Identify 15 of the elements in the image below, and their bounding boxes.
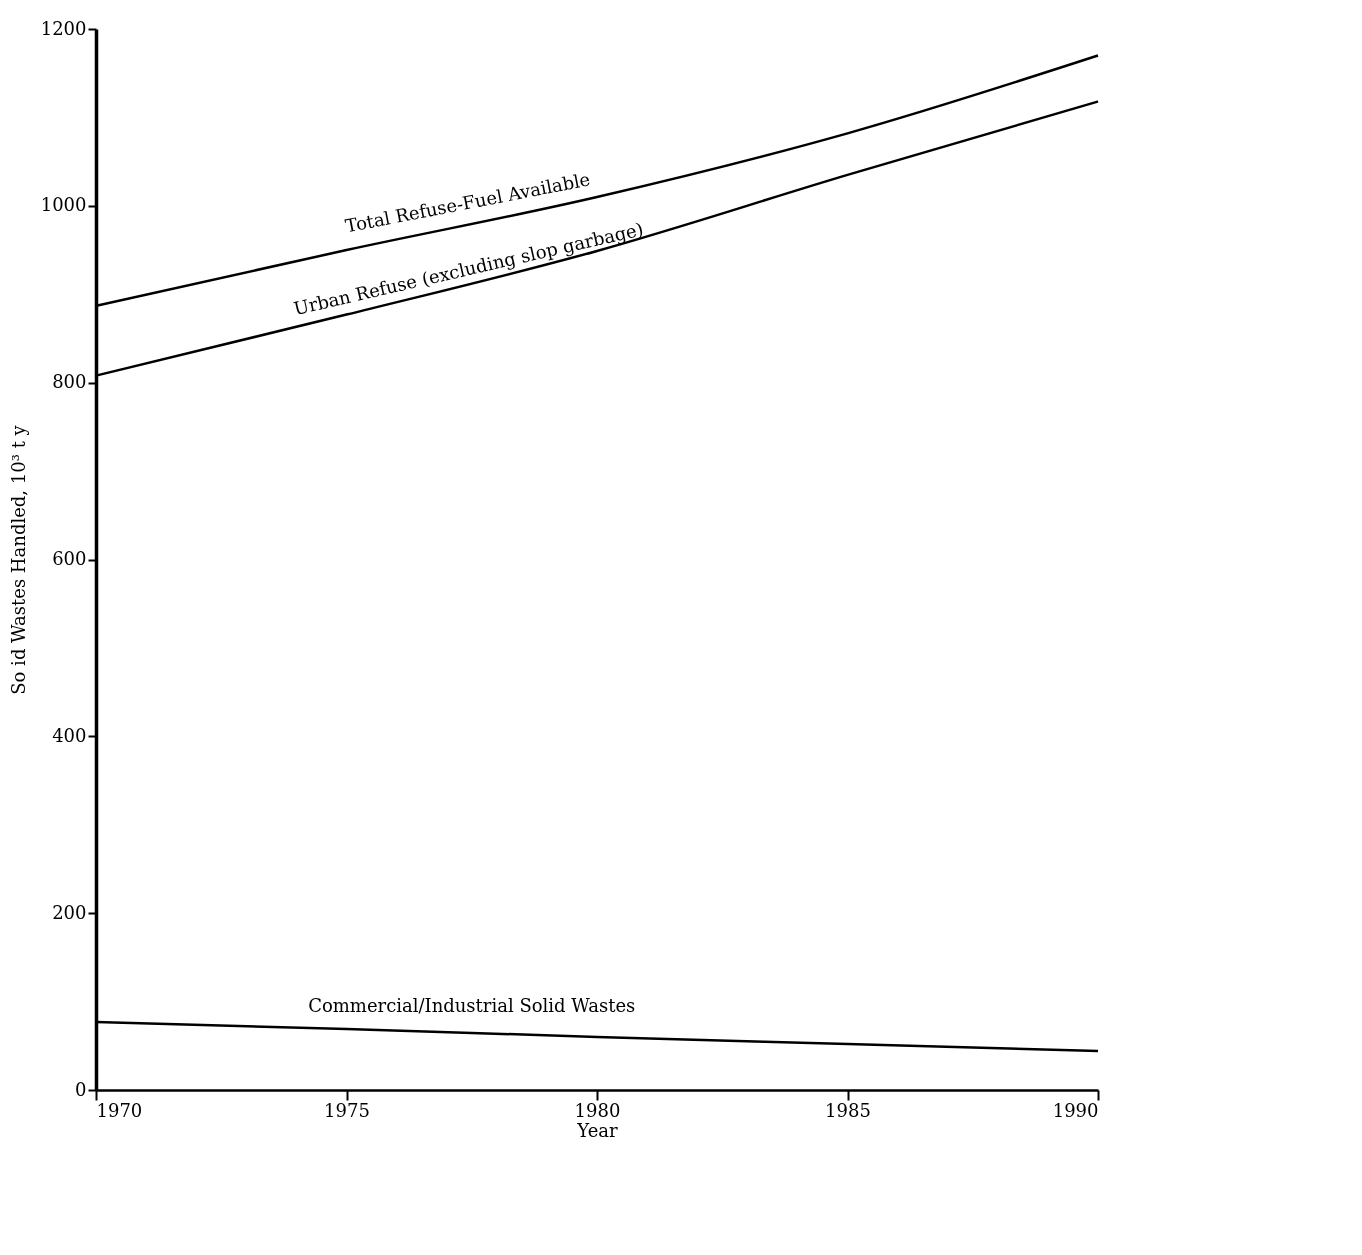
- y-tick-label: 200: [52, 901, 87, 923]
- x-tick-label: 1980: [574, 1099, 621, 1121]
- x-tick-label: 1990: [1052, 1099, 1099, 1121]
- series-label: Commercial/Industrial Solid Wastes: [308, 994, 636, 1016]
- y-tick-label: 600: [52, 548, 87, 569]
- y-axis-title: So id Wastes Handled, 10³ t y: [7, 424, 29, 695]
- y-tick-label: 1200: [40, 17, 87, 39]
- y-tick-label: 1000: [40, 194, 87, 216]
- x-tick-label: 1975: [324, 1099, 370, 1121]
- y-tick-label: 0: [75, 1078, 87, 1100]
- y-tick-label: 400: [52, 724, 87, 746]
- x-tick-label: 1985: [825, 1099, 871, 1121]
- x-axis-title: Year: [576, 1119, 619, 1141]
- y-tick-label: 800: [52, 371, 87, 393]
- x-tick-label: 1970: [96, 1099, 143, 1121]
